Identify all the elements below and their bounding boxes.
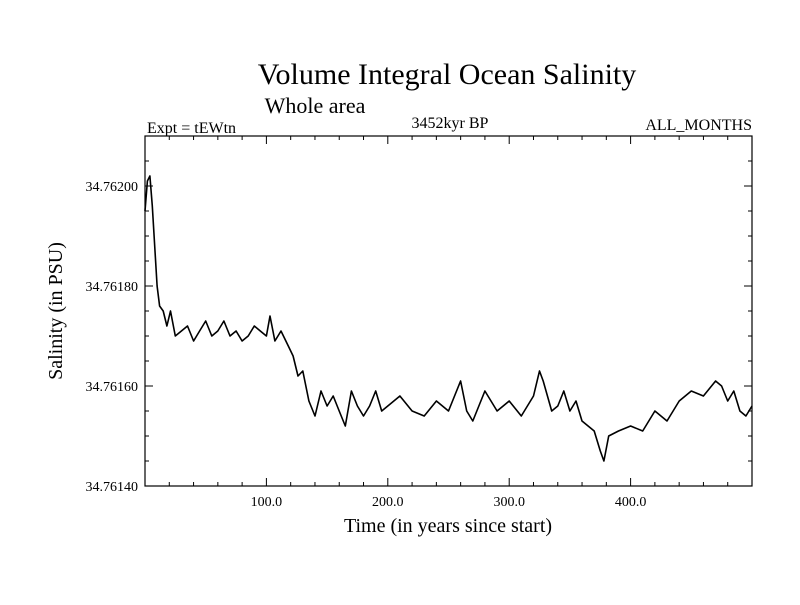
salinity-series-line xyxy=(144,175,753,462)
x-axis: 100.0 200.0 300.0 400.0 xyxy=(168,136,729,510)
y-axis-label: Salinity (in PSU) xyxy=(45,242,67,380)
x-tick-label: 200.0 xyxy=(372,495,404,510)
x-axis-label: Time (in years since start) xyxy=(344,515,552,537)
y-tick-label: 34.76200 xyxy=(86,180,139,195)
y-tick-label: 34.76140 xyxy=(86,480,139,495)
chart-subtitle: Whole area xyxy=(265,93,366,118)
experiment-label: Expt = tEWtn xyxy=(147,120,236,137)
chart-title: Volume Integral Ocean Salinity xyxy=(258,58,637,91)
x-tick-label: 400.0 xyxy=(615,495,647,510)
months-label: ALL_MONTHS xyxy=(645,117,752,134)
period-label: 3452kyr BP xyxy=(412,115,489,132)
y-tick-label: 34.76180 xyxy=(86,280,139,295)
x-tick-label: 300.0 xyxy=(493,495,525,510)
x-tick-label: 100.0 xyxy=(251,495,283,510)
plot-frame xyxy=(144,135,753,487)
y-axis: 34.76140 34.76160 34.76180 34.76200 xyxy=(86,135,752,495)
y-tick-label: 34.76160 xyxy=(86,380,139,395)
